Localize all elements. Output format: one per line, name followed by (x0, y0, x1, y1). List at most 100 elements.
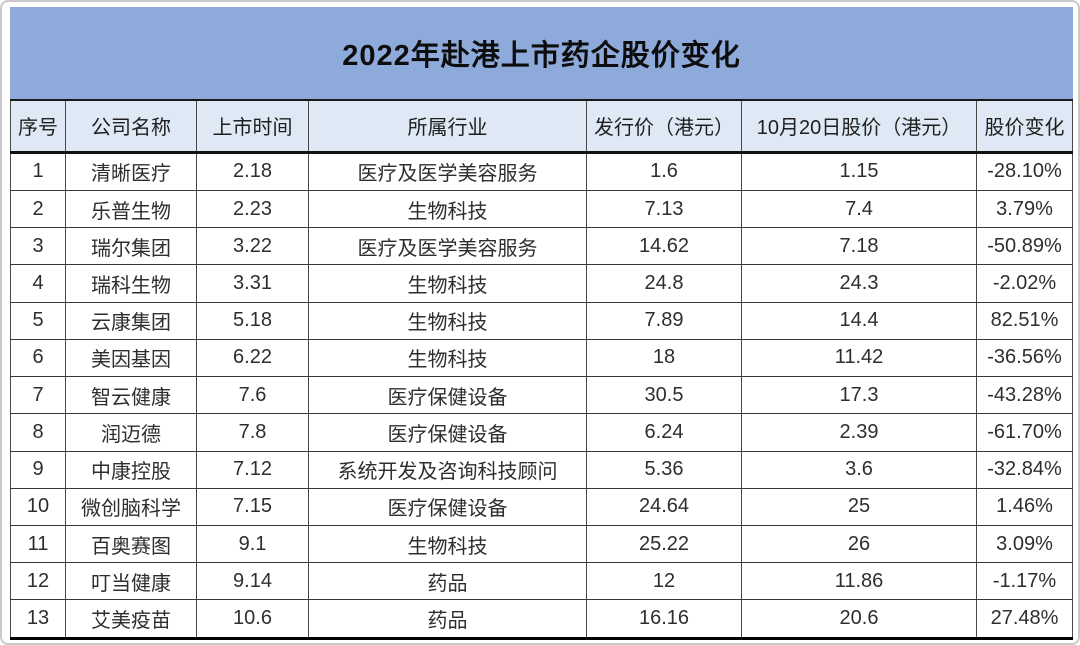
cell-list-date: 7.8 (196, 413, 309, 452)
cell-company: 润迈德 (65, 413, 197, 452)
cell-industry: 生物科技 (308, 524, 587, 564)
title-band: 2022年赴港上市药企股价变化 (10, 7, 1073, 99)
table-container: 序号 公司名称 上市时间 所属行业 发行价（港元） 10月20日股价（港元） 股… (10, 99, 1073, 640)
cell-serial: 3 (10, 227, 66, 266)
cell-list-date: 2.23 (196, 189, 309, 229)
cell-issue-price: 24.64 (586, 487, 742, 526)
cell-list-date: 6.22 (196, 338, 309, 378)
cell-issue-price: 14.62 (586, 227, 742, 266)
cell-issue-price: 30.5 (586, 376, 742, 415)
cell-company: 智云健康 (65, 376, 197, 415)
cell-issue-price: 18 (586, 338, 742, 378)
cell-company: 百奥赛图 (65, 524, 197, 564)
cell-oct20-price: 11.42 (741, 338, 977, 378)
column-header-oct20-price: 10月20日股价（港元） (741, 99, 977, 154)
cell-issue-price: 7.89 (586, 301, 742, 340)
cell-oct20-price: 7.4 (741, 189, 977, 229)
stock-price-table: 序号 公司名称 上市时间 所属行业 发行价（港元） 10月20日股价（港元） 股… (10, 99, 1073, 640)
cell-change: 3.09% (976, 524, 1073, 564)
table-row: 13 艾美疫苗 10.6 药品 16.16 20.6 27.48% (10, 599, 1073, 640)
table-row: 1 清晰医疗 2.18 医疗及医学美容服务 1.6 1.15 -28.10% (10, 151, 1073, 191)
cell-industry: 医疗保健设备 (308, 487, 587, 526)
cell-serial: 7 (10, 376, 66, 415)
cell-change: 82.51% (976, 301, 1073, 340)
cell-oct20-price: 7.18 (741, 227, 977, 266)
cell-serial: 10 (10, 487, 66, 526)
cell-change: -32.84% (976, 450, 1073, 489)
cell-issue-price: 12 (586, 562, 742, 601)
cell-industry: 医疗及医学美容服务 (308, 227, 587, 266)
cell-company: 瑞科生物 (65, 264, 197, 303)
cell-industry: 生物科技 (308, 301, 587, 340)
cell-oct20-price: 2.39 (741, 413, 977, 452)
cell-company: 清晰医疗 (65, 151, 197, 191)
cell-list-date: 9.14 (196, 562, 309, 601)
cell-list-date: 5.18 (196, 301, 309, 340)
column-header-industry: 所属行业 (308, 99, 587, 154)
cell-company: 中康控股 (65, 450, 197, 489)
cell-industry: 生物科技 (308, 189, 587, 229)
table-row: 12 叮当健康 9.14 药品 12 11.86 -1.17% (10, 562, 1073, 601)
cell-list-date: 7.15 (196, 487, 309, 526)
cell-oct20-price: 25 (741, 487, 977, 526)
cell-serial: 4 (10, 264, 66, 303)
cell-issue-price: 25.22 (586, 524, 742, 564)
cell-industry: 生物科技 (308, 264, 587, 303)
cell-oct20-price: 20.6 (741, 599, 977, 640)
table-row: 5 云康集团 5.18 生物科技 7.89 14.4 82.51% (10, 301, 1073, 340)
cell-serial: 2 (10, 189, 66, 229)
cell-serial: 12 (10, 562, 66, 601)
cell-issue-price: 24.8 (586, 264, 742, 303)
cell-company: 微创脑科学 (65, 487, 197, 526)
cell-serial: 5 (10, 301, 66, 340)
cell-issue-price: 1.6 (586, 151, 742, 191)
cell-oct20-price: 14.4 (741, 301, 977, 340)
cell-list-date: 2.18 (196, 151, 309, 191)
cell-list-date: 9.1 (196, 524, 309, 564)
cell-change: -28.10% (976, 151, 1073, 191)
cell-change: -50.89% (976, 227, 1073, 266)
cell-issue-price: 5.36 (586, 450, 742, 489)
table-row: 3 瑞尔集团 3.22 医疗及医学美容服务 14.62 7.18 -50.89% (10, 227, 1073, 266)
column-header-change: 股价变化 (976, 99, 1073, 154)
cell-issue-price: 6.24 (586, 413, 742, 452)
cell-change: -2.02% (976, 264, 1073, 303)
cell-oct20-price: 26 (741, 524, 977, 564)
cell-serial: 13 (10, 599, 66, 640)
column-header-company: 公司名称 (65, 99, 197, 154)
cell-change: -61.70% (976, 413, 1073, 452)
cell-serial: 9 (10, 450, 66, 489)
cell-industry: 医疗及医学美容服务 (308, 151, 587, 191)
cell-serial: 6 (10, 338, 66, 378)
cell-company: 艾美疫苗 (65, 599, 197, 640)
table-row: 10 微创脑科学 7.15 医疗保健设备 24.64 25 1.46% (10, 487, 1073, 526)
cell-oct20-price: 24.3 (741, 264, 977, 303)
cell-oct20-price: 11.86 (741, 562, 977, 601)
cell-industry: 药品 (308, 562, 587, 601)
cell-change: -1.17% (976, 562, 1073, 601)
table-row: 11 百奥赛图 9.1 生物科技 25.22 26 3.09% (10, 524, 1073, 564)
cell-company: 叮当健康 (65, 562, 197, 601)
cell-change: -36.56% (976, 338, 1073, 378)
table-row: 7 智云健康 7.6 医疗保健设备 30.5 17.3 -43.28% (10, 376, 1073, 415)
table-row: 9 中康控股 7.12 系统开发及咨询科技顾问 5.36 3.6 -32.84% (10, 450, 1073, 489)
cell-industry: 医疗保健设备 (308, 413, 587, 452)
cell-serial: 11 (10, 524, 66, 564)
column-header-issue-price: 发行价（港元） (586, 99, 742, 154)
header-row: 序号 公司名称 上市时间 所属行业 发行价（港元） 10月20日股价（港元） 股… (10, 99, 1073, 154)
cell-list-date: 3.31 (196, 264, 309, 303)
cell-change: 27.48% (976, 599, 1073, 640)
cell-change: 3.79% (976, 189, 1073, 229)
column-header-serial: 序号 (10, 99, 66, 154)
cell-change: 1.46% (976, 487, 1073, 526)
cell-industry: 系统开发及咨询科技顾问 (308, 450, 587, 489)
cell-issue-price: 16.16 (586, 599, 742, 640)
cell-serial: 8 (10, 413, 66, 452)
cell-company: 云康集团 (65, 301, 197, 340)
cell-company: 瑞尔集团 (65, 227, 197, 266)
cell-oct20-price: 1.15 (741, 151, 977, 191)
cell-list-date: 3.22 (196, 227, 309, 266)
cell-list-date: 10.6 (196, 599, 309, 640)
cell-serial: 1 (10, 151, 66, 191)
